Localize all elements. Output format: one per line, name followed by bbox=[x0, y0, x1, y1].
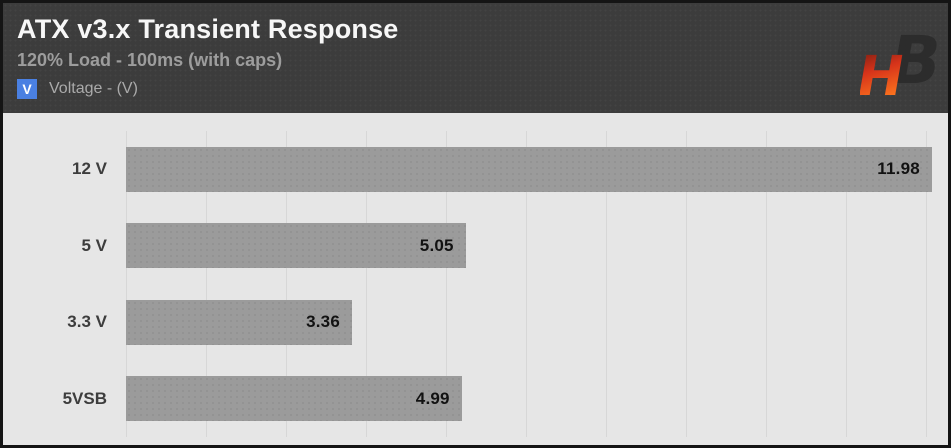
bar-value-label: 5.05 bbox=[419, 235, 454, 255]
legend-label: Voltage - (V) bbox=[49, 80, 138, 98]
legend-voltage-icon: V bbox=[17, 79, 37, 100]
bar-row-5vsb: 5VSB 4.99 bbox=[3, 361, 948, 438]
chart-plot-area: 12 V 11.98 5 V 5.05 3.3 V 3.36 5VSB bbox=[3, 113, 948, 445]
bar-rows: 12 V 11.98 5 V 5.05 3.3 V 3.36 5VSB bbox=[3, 131, 948, 438]
bar-value-label: 3.36 bbox=[306, 312, 340, 332]
bar-5vsb: 4.99 bbox=[126, 376, 462, 422]
bar-12v: 11.98 bbox=[126, 146, 932, 192]
bar-value-label: 4.99 bbox=[415, 388, 450, 408]
category-label: 5 V bbox=[81, 235, 107, 255]
legend: V Voltage - (V) bbox=[17, 79, 934, 100]
bar-row-5v: 5 V 5.05 bbox=[3, 208, 948, 285]
category-label: 5VSB bbox=[62, 388, 107, 408]
bar-row-3v3: 3.3 V 3.36 bbox=[3, 284, 948, 361]
bar-5v: 5.05 bbox=[126, 223, 466, 269]
category-label: 3.3 V bbox=[67, 312, 107, 332]
hardware-busters-logo-icon: B H bbox=[860, 21, 938, 105]
bar-row-12v: 12 V 11.98 bbox=[3, 131, 948, 208]
bar-3v3: 3.36 bbox=[126, 299, 352, 345]
chart-subtitle: 120% Load - 100ms (with caps) bbox=[17, 50, 283, 71]
chart-header: ATX v3.x Transient Response 120% Load - … bbox=[3, 3, 948, 113]
bar-value-label: 11.98 bbox=[877, 159, 920, 179]
category-label: 12 V bbox=[72, 159, 107, 179]
chart-title: ATX v3.x Transient Response bbox=[17, 14, 399, 44]
